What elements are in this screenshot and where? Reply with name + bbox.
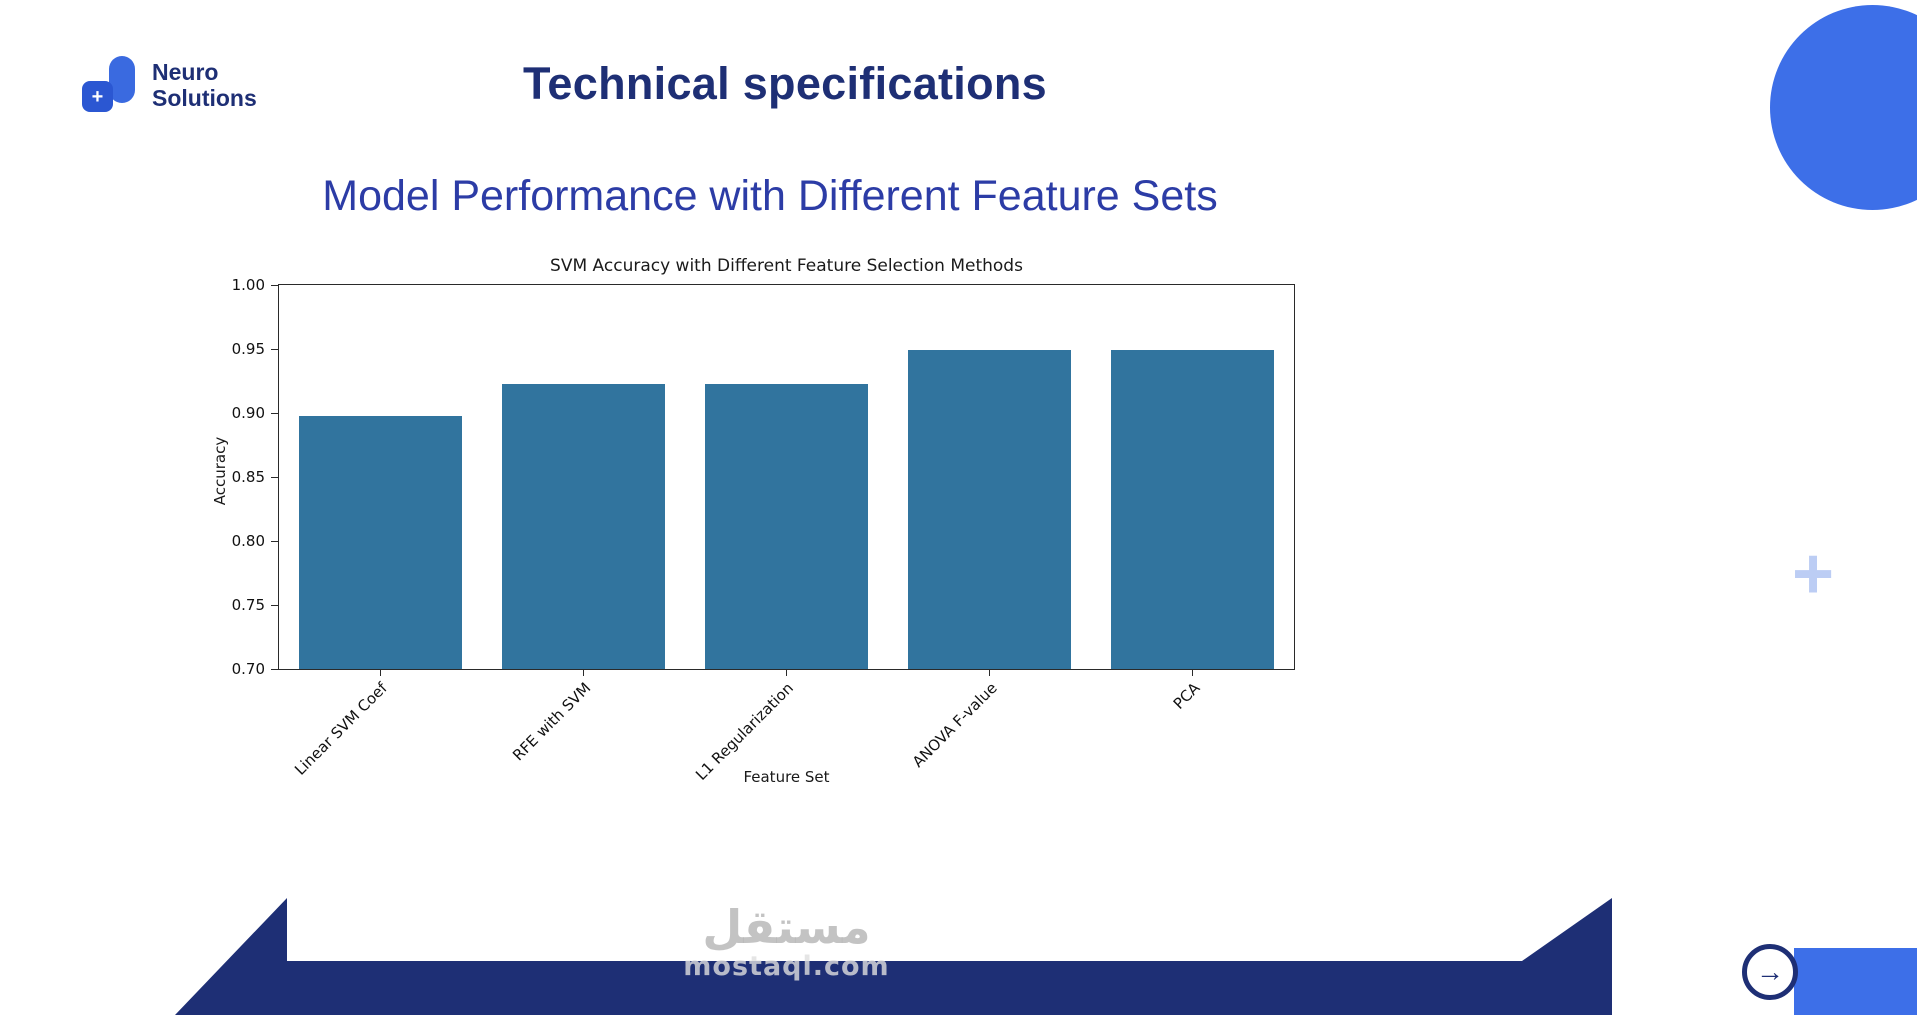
y-tick-mark	[271, 348, 279, 350]
bar	[908, 350, 1071, 669]
chart-title: SVM Accuracy with Different Feature Sele…	[550, 256, 1023, 276]
y-tick-mark	[271, 604, 279, 606]
y-tick-label: 0.80	[231, 532, 265, 550]
section-title: Model Performance with Different Feature…	[322, 172, 1218, 220]
logo-icon: +	[82, 56, 140, 114]
bar	[502, 383, 665, 669]
plus-glyph: +	[91, 85, 104, 108]
y-tick-label: 0.75	[231, 596, 265, 614]
y-tick-label: 0.85	[231, 468, 265, 486]
logo-line1: Neuro	[152, 58, 219, 85]
logo-pill-shape	[109, 56, 135, 103]
y-tick-mark	[271, 540, 279, 542]
bar	[1111, 350, 1274, 669]
y-tick-label: 0.70	[231, 660, 265, 678]
x-tick-label: ANOVA F-value	[908, 679, 1001, 771]
watermark-arabic: مستقل	[702, 900, 871, 954]
watermark-domain: mostaql.com	[683, 951, 890, 983]
corner-rect-decoration	[1794, 948, 1917, 1015]
y-tick-mark	[271, 476, 279, 478]
arrow-right-icon: →	[1756, 956, 1784, 987]
x-tick-label: Linear SVM Coef	[291, 679, 392, 779]
plot-area: 0.70 0.75 0.80 0.85 0.90 0.95 1.00 Linear SVM C…	[232, 276, 1295, 784]
y-tick-mark	[271, 668, 279, 670]
x-tick-mark	[583, 669, 584, 676]
x-tick-label: PCA	[1169, 679, 1204, 713]
logo: + Neuro Solutions	[82, 56, 257, 114]
page-title: Technical specifications	[522, 58, 1048, 109]
next-arrow-button[interactable]: →	[1742, 944, 1798, 1000]
logo-line2: Solutions	[152, 85, 257, 111]
y-tick-label: 0.95	[231, 340, 265, 358]
plus-icon: +	[1792, 534, 1835, 614]
y-tick-mark	[271, 284, 279, 286]
y-tick-label: 1.00	[231, 276, 265, 294]
y-tick-label: 0.90	[231, 404, 265, 422]
bar	[705, 383, 868, 669]
x-axis-label: Feature Set	[743, 768, 830, 786]
x-tick-mark	[380, 669, 381, 676]
logo-plus-icon: +	[82, 81, 113, 112]
x-tick-mark	[1192, 669, 1193, 676]
watermark: مستقل mostaql.com	[0, 900, 1573, 983]
logo-text: Neuro Solutions	[152, 59, 257, 112]
bottom-ribbon-decoration	[175, 898, 1612, 1015]
x-tick-mark	[786, 669, 787, 676]
corner-circle-decoration	[1770, 5, 1917, 210]
bar	[299, 415, 462, 669]
y-tick-mark	[271, 412, 279, 414]
x-tick-mark	[989, 669, 990, 676]
x-tick-label: RFE with SVM	[508, 679, 595, 765]
